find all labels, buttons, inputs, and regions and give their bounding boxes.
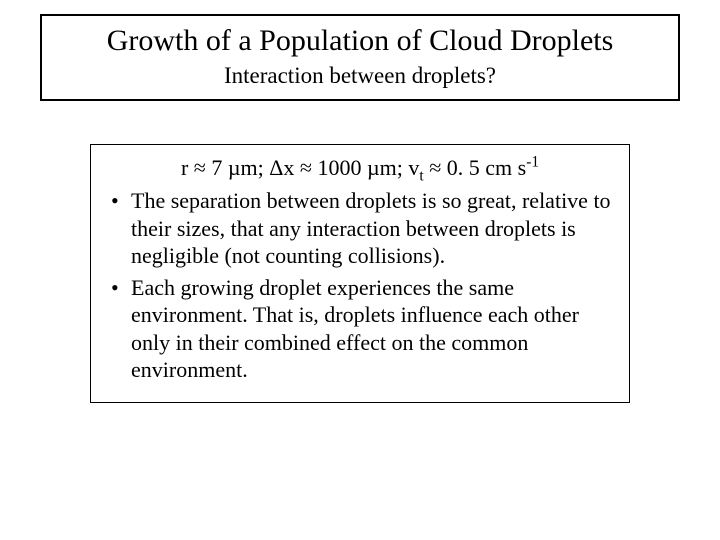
slide-title: Growth of a Population of Cloud Droplets [52, 24, 668, 59]
slide-subtitle: Interaction between droplets? [52, 63, 668, 89]
header-box: Growth of a Population of Cloud Droplets… [40, 14, 680, 101]
parameters-line: r ≈ 7 µm; Δx ≈ 1000 µm; vt ≈ 0. 5 cm s-1 [109, 155, 611, 181]
bullet-list: The separation between droplets is so gr… [109, 187, 611, 384]
list-item: The separation between droplets is so gr… [109, 187, 611, 270]
list-item: Each growing droplet experiences the sam… [109, 274, 611, 384]
body-box: r ≈ 7 µm; Δx ≈ 1000 µm; vt ≈ 0. 5 cm s-1… [90, 144, 630, 403]
